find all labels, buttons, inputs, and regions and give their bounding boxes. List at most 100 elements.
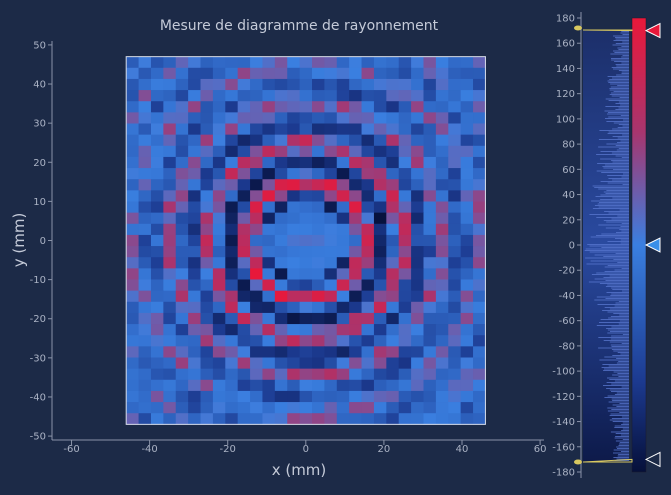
heatmap-cell [423, 190, 437, 202]
heatmap-cell [126, 335, 139, 347]
heatmap-cell [336, 368, 350, 381]
heatmap-cell [175, 402, 189, 414]
heatmap-cell [448, 145, 462, 158]
histogram-bar [612, 179, 629, 181]
heatmap-cell [250, 246, 263, 258]
histogram-bar [612, 374, 629, 376]
colorbar-tick-label: -160 [552, 442, 575, 453]
histogram-bar [618, 361, 629, 362]
heatmap-cell [200, 112, 214, 124]
mid-level-handle[interactable] [644, 237, 661, 253]
heatmap-cell [423, 413, 437, 425]
heatmap-cell [138, 402, 152, 414]
heatmap-cell [163, 90, 177, 102]
heatmap-cell [336, 90, 350, 102]
high-limit-handle[interactable] [644, 22, 661, 39]
heatmap-cell [225, 324, 239, 336]
histogram-bar [618, 376, 629, 377]
histogram-bar [622, 34, 629, 35]
heatmap-cell [188, 156, 201, 169]
heatmap-cell [336, 212, 350, 225]
heatmap-cell [423, 78, 437, 91]
histogram-bar [589, 245, 629, 247]
heatmap-cell [150, 201, 164, 214]
heatmap-cell [262, 379, 276, 392]
heatmap-cell [386, 390, 400, 403]
histogram-bar [621, 31, 629, 32]
heatmap-cell [150, 112, 164, 124]
heatmap-cell [212, 78, 226, 91]
heatmap-cell [150, 67, 164, 80]
heatmap-cell [435, 246, 449, 258]
heatmap-cell [274, 268, 288, 280]
histogram-bar [602, 166, 629, 167]
heatmap-cell [225, 168, 239, 180]
histogram-bar [599, 322, 629, 323]
low-limit-connector [582, 458, 633, 463]
histogram-bar [619, 443, 629, 445]
colorbar: 180 160 140 120 100 80 60 40 20 0 -20 -40 -60 -80 -100… [552, 12, 661, 479]
histogram-bar [600, 151, 629, 152]
histogram-bar [612, 161, 629, 163]
histogram-bar [616, 74, 629, 76]
heatmap-cell [287, 179, 301, 191]
heatmap-cell [473, 112, 486, 124]
heatmap-cell [386, 145, 400, 158]
heatmap-cell [188, 90, 201, 102]
heatmap-cell [473, 279, 486, 292]
heatmap-cell [163, 134, 177, 147]
heatmap-cell [312, 134, 325, 147]
histogram-bar [603, 220, 629, 221]
heatmap-cell [312, 123, 325, 136]
heatmap-cell [299, 346, 313, 358]
histogram-bar [611, 67, 629, 68]
heatmap-cell [336, 246, 350, 258]
histogram-bar [609, 89, 629, 91]
heatmap-cell [411, 357, 424, 370]
histogram-bar [617, 137, 629, 139]
histogram-bar [613, 457, 629, 458]
histogram-bar [607, 407, 629, 409]
heatmap-cell [435, 101, 449, 113]
heatmap-cell [274, 101, 288, 113]
heatmap-cell [163, 123, 177, 136]
heatmap-cell [150, 190, 164, 202]
heatmap-cell [435, 402, 449, 414]
histogram-bar [585, 257, 629, 259]
heatmap-cell [324, 268, 338, 280]
heatmap-cell [411, 179, 424, 191]
heatmap-cell [163, 379, 177, 392]
heatmap-cell [361, 223, 375, 236]
heatmap-cell [138, 301, 152, 314]
heatmap-cell [312, 368, 325, 381]
low-limit-handle[interactable] [644, 451, 661, 468]
heatmap-cell [448, 190, 462, 202]
heatmap-cell [373, 379, 387, 392]
heatmap-cell [423, 402, 437, 414]
heatmap-cell [188, 335, 201, 347]
heatmap-cell [386, 290, 400, 303]
heatmap-cell [349, 268, 362, 280]
heatmap-cell [274, 301, 288, 314]
heatmap-cell [411, 223, 424, 236]
histogram-bar [598, 347, 629, 349]
heatmap-cell [163, 112, 177, 124]
heatmap-cell [411, 246, 424, 258]
heatmap-cell [361, 201, 375, 214]
histogram-bar [611, 95, 629, 97]
heatmap-cell [398, 67, 412, 80]
heatmap-cell [225, 368, 239, 381]
heatmap-cell [212, 368, 226, 381]
histogram-bar [621, 451, 629, 452]
heatmap-cell [473, 134, 486, 147]
histogram-bar [607, 395, 629, 397]
heatmap-cell [150, 223, 164, 236]
heatmap-cell [423, 90, 437, 102]
heatmap-cell [138, 212, 152, 225]
heatmap-cell [361, 324, 375, 336]
heatmap-cell [225, 413, 239, 425]
colorbar-tick-label: 20 [562, 215, 575, 226]
heatmap-cell [386, 246, 400, 258]
heatmap-cell [287, 90, 301, 102]
histogram-bar [584, 250, 629, 251]
